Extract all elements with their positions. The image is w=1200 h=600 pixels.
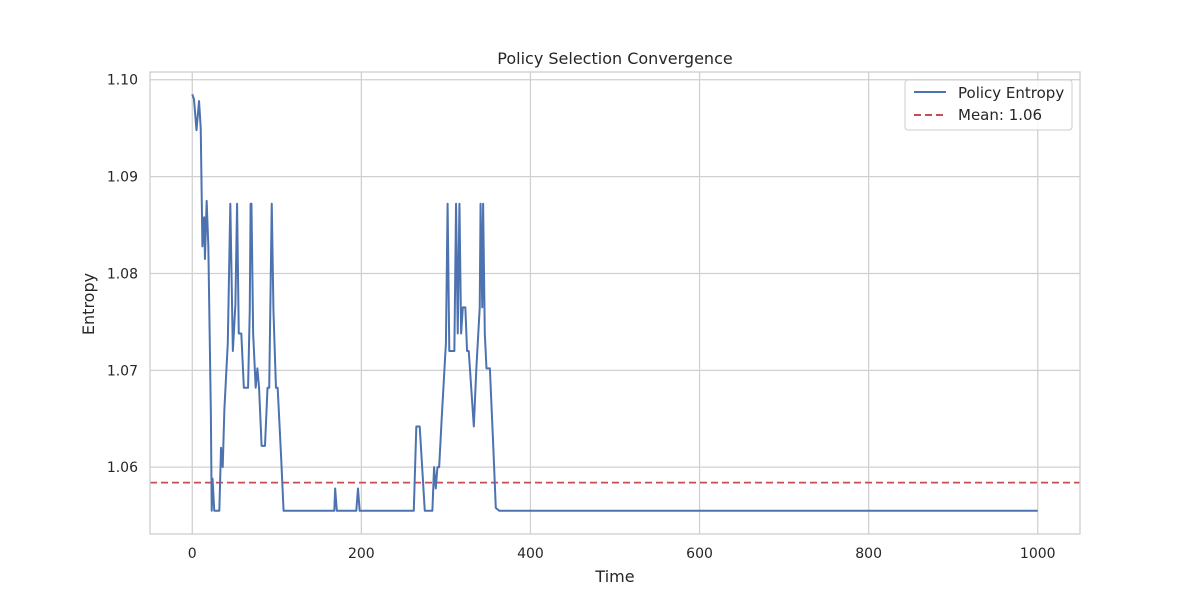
y-tick-label: 1.07	[107, 363, 138, 379]
legend-frame	[904, 79, 1073, 131]
x-tick-label: 1000	[1020, 546, 1056, 562]
series-line-policy-entropy	[191, 93, 1038, 512]
y-tick-label: 1.09	[107, 170, 138, 186]
legend-label-policy-entropy: Policy Entropy	[958, 84, 1064, 102]
x-tick-label: 0	[188, 546, 197, 562]
y-tick-label: 1.08	[107, 266, 138, 282]
plot-frame	[149, 71, 1081, 535]
x-axis-label: Time	[594, 567, 634, 586]
legend: Policy Entropy Mean: 1.06	[904, 79, 1073, 131]
chart-title: Policy Selection Convergence	[497, 49, 732, 68]
y-tick-label: 1.10	[107, 73, 138, 89]
x-tick-label: 400	[517, 546, 544, 562]
y-tick-label: 1.06	[107, 460, 138, 476]
x-tick-label: 200	[348, 546, 375, 562]
y-axis-label: Entropy	[79, 273, 98, 335]
x-tick-label: 600	[686, 546, 713, 562]
ticks: 0 200 400 600 800 1000 1.06 1.07 1.08 1.09 1.10	[107, 73, 1056, 562]
x-tick-label: 800	[855, 546, 882, 562]
legend-label-mean: Mean: 1.06	[958, 106, 1042, 124]
series-layer	[150, 93, 1080, 512]
